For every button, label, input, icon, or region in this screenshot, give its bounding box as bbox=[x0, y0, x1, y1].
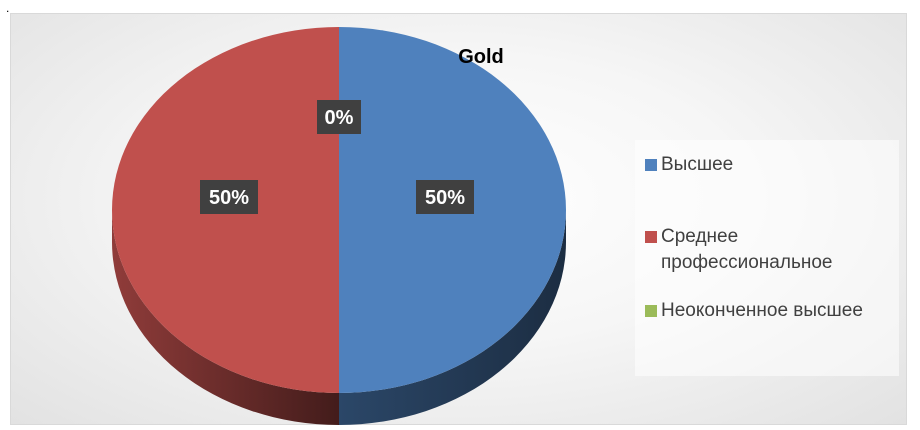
legend-item-incomplete-higher: Неоконченное высшее bbox=[645, 298, 863, 324]
legend-item-secondary-professional: Среднее профессиональное bbox=[645, 224, 885, 276]
pie-slice-side bbox=[339, 210, 566, 425]
data-label-box bbox=[317, 100, 361, 134]
pie-slice-side bbox=[112, 210, 339, 425]
pie-chart: 50% 50% 0% bbox=[112, 27, 566, 425]
legend: Высшее Среднее профессиональное Неоконче… bbox=[635, 140, 899, 376]
data-label: 0% bbox=[325, 107, 354, 129]
data-label: 50% bbox=[425, 187, 465, 209]
legend-swatch-icon bbox=[645, 305, 657, 317]
data-label: 50% bbox=[209, 187, 249, 209]
legend-label: Высшее bbox=[661, 154, 734, 175]
legend-swatch-icon bbox=[645, 159, 657, 171]
data-label-box bbox=[200, 180, 258, 214]
legend-label: Среднее профессиональное bbox=[661, 226, 833, 273]
corner-mark: . bbox=[6, 1, 10, 15]
legend-item-higher: Высшее bbox=[645, 152, 733, 178]
chart-area: 50% 50% 0% Gold Высшее Среднее профессиона… bbox=[10, 13, 907, 425]
data-label-box bbox=[416, 180, 474, 214]
legend-label: Неоконченное высшее bbox=[661, 300, 863, 321]
chart-title: Gold bbox=[458, 46, 504, 68]
legend-swatch-icon bbox=[645, 231, 657, 243]
